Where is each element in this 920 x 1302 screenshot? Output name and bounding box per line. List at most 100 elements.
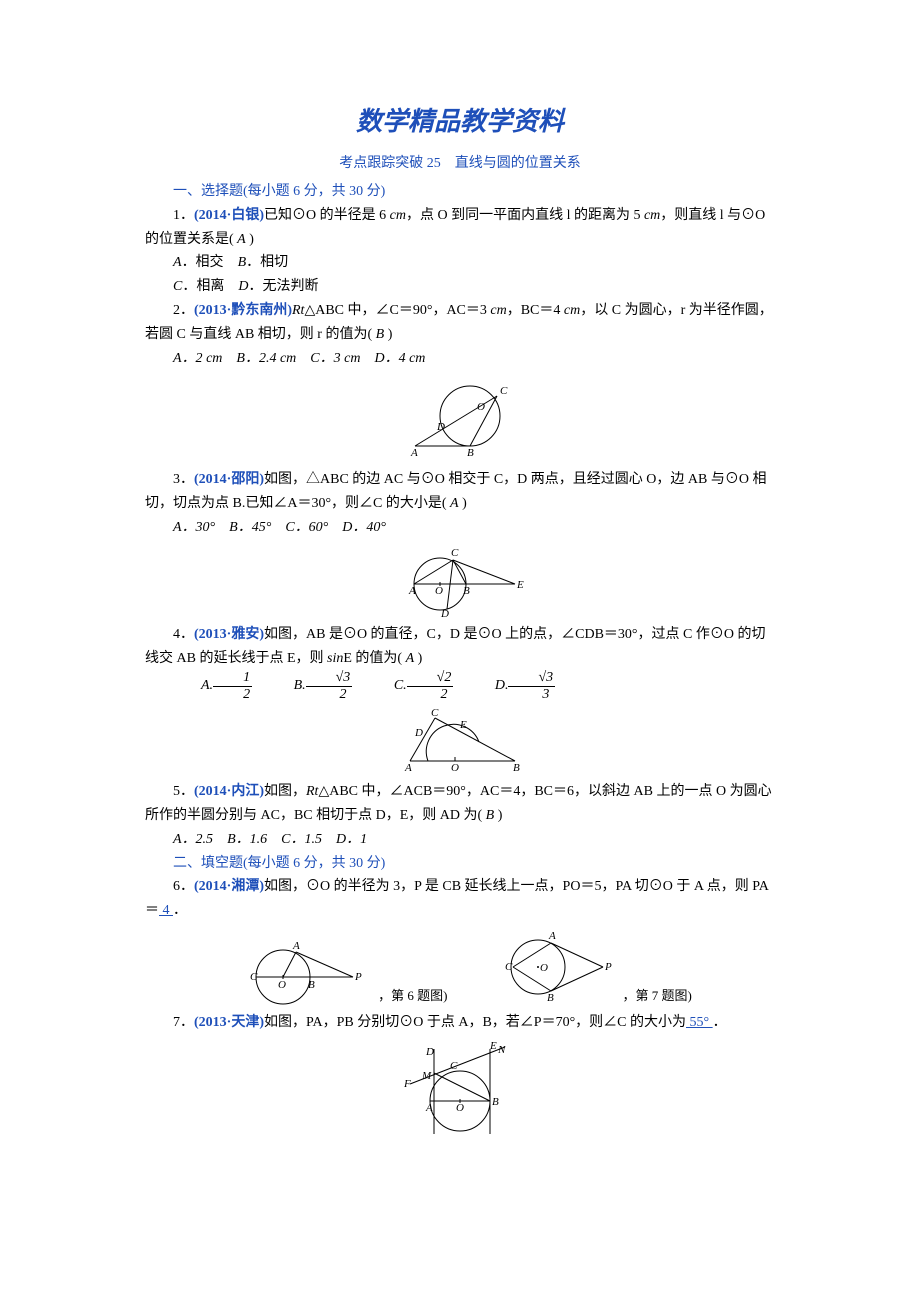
svg-text:E: E	[489, 1040, 497, 1052]
q1-optC: C．相离	[173, 279, 224, 294]
question-4: 4．(2013·雅安)如图，AB 是⊙O 的直径，C，D 是⊙O 上的点，∠CD…	[145, 623, 775, 671]
svg-text:A: A	[292, 940, 300, 952]
svg-text:A: A	[408, 585, 416, 597]
svg-text:B: B	[513, 762, 520, 774]
svg-text:D: D	[425, 1046, 434, 1058]
question-2: 2．(2013·黔东南州)Rt△ABC 中，∠C＝90°，AC＝3 cm，BC＝…	[145, 299, 775, 347]
svg-text:C: C	[431, 707, 439, 719]
q6-q7-figures: C A B O P ，第 6 题图) C A B O P ，第 7 题图)	[145, 927, 775, 1007]
q3-answer: A	[450, 496, 459, 511]
q3-svg: A B C D O	[395, 374, 525, 464]
q1-options-row2: C．相离 D．无法判断	[145, 275, 775, 299]
subtitle-topic: 直线与圆的位置关系	[455, 156, 581, 171]
svg-text:A: A	[425, 1102, 433, 1114]
svg-text:C: C	[451, 547, 459, 559]
svg-text:O: O	[435, 585, 443, 597]
q2-rt: Rt	[292, 303, 304, 318]
section-1-header: 一、选择题(每小题 6 分，共 30 分)	[145, 180, 775, 204]
q4-options: A.12 B.√32 C.√22 D.√33	[145, 670, 775, 702]
svg-text:O: O	[278, 979, 286, 991]
q1-text2: ，点 O 到同一平面内直线 l 的距离为 5	[406, 208, 644, 223]
q1-answer: A	[237, 232, 246, 247]
svg-text:C: C	[505, 961, 513, 973]
subtitle-prefix: 考点跟踪突破 25	[339, 156, 441, 171]
q1-num: 1．	[173, 208, 194, 223]
svg-text:B: B	[492, 1096, 499, 1108]
q4-svg: A B C D E O	[385, 544, 535, 619]
svg-text:C: C	[250, 971, 258, 983]
svg-text:A: A	[404, 762, 412, 774]
q3-options: A．30° B．45° C．60° D．40°	[145, 516, 775, 540]
q8-svg: A B C D E F M N O	[390, 1039, 530, 1139]
q6-answer: 4	[159, 903, 173, 918]
svg-text:D: D	[436, 421, 445, 433]
svg-text:C: C	[450, 1060, 458, 1072]
q1-unit2: cm	[644, 208, 660, 223]
q4-optB: B.√32	[266, 670, 353, 702]
q7-num: 7．	[173, 1015, 194, 1030]
q1-options-row1: A．相交 B．相切	[145, 251, 775, 275]
svg-text:D: D	[440, 608, 449, 619]
q8-figure: A B C D E F M N O	[145, 1039, 775, 1139]
svg-text:N: N	[497, 1044, 506, 1056]
q5-options: A．2.5 B．1.6 C．1.5 D．1	[145, 828, 775, 852]
q2-answer: B	[376, 327, 385, 342]
svg-text:B: B	[467, 447, 474, 459]
section-2-header: 二、填空题(每小题 6 分，共 30 分)	[145, 852, 775, 876]
svg-text:B: B	[547, 992, 554, 1004]
q4-num: 4．	[173, 627, 194, 642]
svg-text:C: C	[500, 385, 508, 397]
svg-text:P: P	[354, 971, 362, 983]
q4-optC: C.√22	[366, 670, 454, 702]
q6-num: 6．	[173, 879, 194, 894]
q7-text2: ．	[713, 1015, 727, 1030]
q5-text1: 如图，	[264, 784, 306, 799]
q5-answer: B	[486, 808, 495, 823]
q5-num: 5．	[173, 784, 194, 799]
q5-svg: A B C D E O	[385, 706, 535, 776]
q7-svg: C A B O P	[483, 927, 623, 1007]
svg-text:E: E	[459, 719, 467, 731]
q7-answer: 55°	[686, 1015, 713, 1030]
q2-num: 2．	[173, 303, 194, 318]
q1-optA: A．相交	[173, 255, 224, 270]
q5-figure: A B C D E O	[145, 706, 775, 776]
q2-text4: )	[384, 327, 392, 342]
question-3: 3．(2014·邵阳)如图，△ABC 的边 AC 与⊙O 相交于 C，D 两点，…	[145, 468, 775, 516]
q5-rt: Rt	[306, 784, 318, 799]
question-1: 1．(2014·白银)已知⊙O 的半径是 6 cm，点 O 到同一平面内直线 l…	[145, 204, 775, 252]
svg-text:E: E	[516, 579, 524, 591]
svg-text:O: O	[456, 1102, 464, 1114]
subtitle: 考点跟踪突破 25 直线与圆的位置关系	[145, 152, 775, 176]
q2-unit1: cm	[490, 303, 506, 318]
q5-source: (2014·内江)	[194, 784, 264, 799]
question-5: 5．(2014·内江)如图，Rt△ABC 中，∠ACB＝90°，AC＝4，BC＝…	[145, 780, 775, 828]
q4-optD: D.√33	[467, 670, 555, 702]
q1-optB: B．相切	[238, 255, 289, 270]
svg-text:O: O	[477, 401, 485, 413]
question-6: 6．(2014·湘潭)如图，⊙O 的半径为 3，P 是 CB 延长线上一点，PO…	[145, 875, 775, 923]
q1-text4: )	[246, 232, 254, 247]
q2-unit2: cm	[564, 303, 580, 318]
q3-figure: A B C D O	[145, 374, 775, 464]
svg-text:F: F	[403, 1078, 411, 1090]
q4-optA: A.12	[173, 670, 252, 702]
svg-text:A: A	[548, 930, 556, 942]
q4-answer: A	[406, 651, 415, 666]
q2-options: A．2 cm B．2.4 cm C．3 cm D．4 cm	[145, 347, 775, 371]
q7-text1: 如图，PA，PB 分别切⊙O 于点 A，B，若∠P＝70°，则∠C 的大小为	[264, 1015, 686, 1030]
q7-caption: ，第 7 题图)	[623, 988, 692, 1003]
q6-svg: C A B O P	[228, 932, 378, 1007]
q4-source: (2013·雅安)	[194, 627, 264, 642]
q2-text2: ，BC＝4	[507, 303, 564, 318]
q1-unit1: cm	[390, 208, 406, 223]
q2-text1: △ABC 中，∠C＝90°，AC＝3	[304, 303, 490, 318]
q6-caption: ，第 6 题图)	[378, 988, 447, 1003]
q1-text1: 已知⊙O 的半径是 6	[264, 208, 390, 223]
q6-text2: ．	[173, 903, 187, 918]
q4-figure: A B C D E O	[145, 544, 775, 619]
q2-source: (2013·黔东南州)	[194, 303, 292, 318]
svg-text:D: D	[414, 727, 423, 739]
q4-text3: )	[414, 651, 422, 666]
q5-text3: )	[494, 808, 502, 823]
